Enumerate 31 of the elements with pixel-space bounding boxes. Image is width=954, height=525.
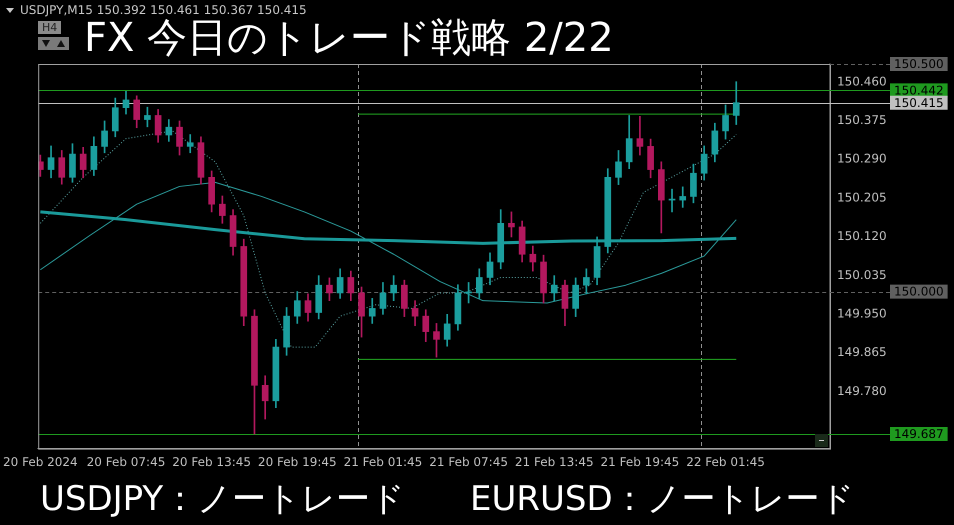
- ref-line-label: 150.500: [894, 57, 944, 72]
- x-tick-label: 22 Feb 01:45: [686, 454, 765, 469]
- text: USDJPY,M15 150.392 150.461 150.367 150.415: [20, 3, 307, 17]
- x-tick-label: 20 Feb 13:45: [172, 454, 252, 469]
- y-tick-label: 150.460: [837, 74, 887, 88]
- x-tick-label: 21 Feb 19:45: [600, 454, 680, 469]
- x-tick-label: 20 Feb 2024: [3, 454, 78, 469]
- y-tick-label: 150.120: [837, 229, 887, 244]
- ref-line-label: 149.687: [894, 427, 944, 442]
- text: USDJPY：ノートレード: [40, 479, 406, 519]
- x-tick-label: 21 Feb 07:45: [429, 454, 508, 469]
- candlestick: [508, 212, 515, 238]
- y-tick-label: 150.205: [837, 190, 887, 204]
- y-tick-label: 150.035: [837, 268, 887, 282]
- text: H4: [38, 21, 62, 34]
- ref-line-label: 150.000: [894, 284, 944, 299]
- ref-line-label: 150.415: [894, 96, 944, 110]
- candlestick: [433, 323, 440, 358]
- x-tick-label: 20 Feb 07:45: [86, 454, 166, 469]
- chart-title: FX 今日のトレード戦略 2/22: [84, 15, 614, 61]
- x-tick-label: 21 Feb 13:45: [514, 454, 594, 469]
- y-tick-label: 149.865: [837, 345, 887, 360]
- x-tick-label: 20 Feb 19:45: [258, 454, 337, 469]
- candlestick: [668, 188, 676, 212]
- text: EURUSD：ノートレード: [470, 479, 855, 519]
- y-tick-label: 150.375: [837, 113, 887, 128]
- x-tick-label: 21 Feb 01:45: [344, 454, 422, 469]
- y-tick-label: 149.950: [837, 306, 887, 320]
- y-tick-label: 149.780: [837, 384, 887, 398]
- ref-line-label: 150.442: [894, 84, 944, 98]
- y-tick-label: 150.290: [837, 152, 887, 166]
